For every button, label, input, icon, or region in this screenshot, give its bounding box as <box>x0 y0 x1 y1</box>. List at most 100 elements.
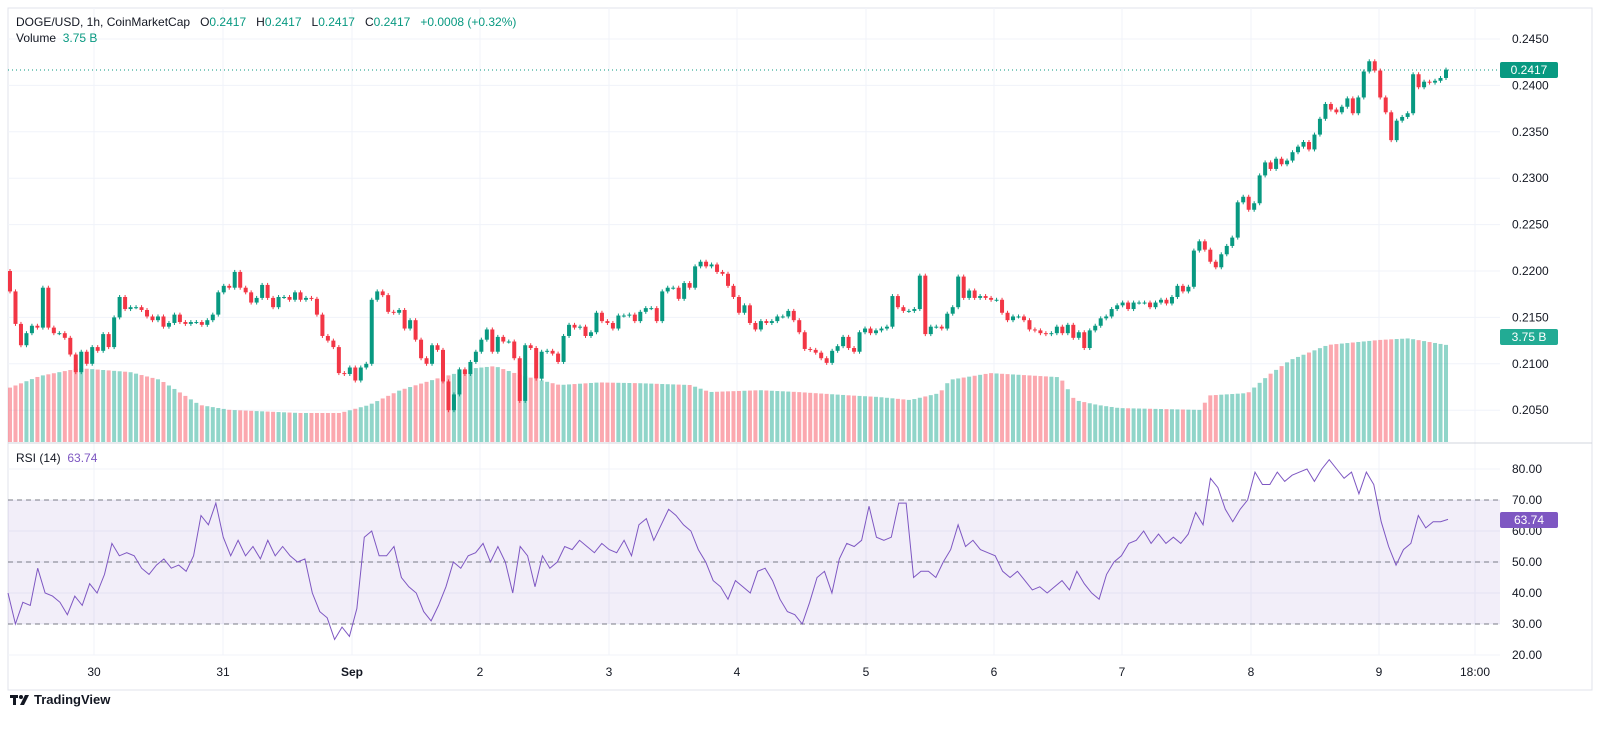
volume-bar <box>1197 409 1202 442</box>
volume-bar <box>1411 339 1416 442</box>
candle-body <box>857 332 862 352</box>
candle-body <box>1126 302 1131 310</box>
candle-body <box>687 283 692 288</box>
candle-body <box>287 296 292 300</box>
candle-body <box>134 307 139 309</box>
time-axis[interactable]: 30 31 Sep 2 3 4 5 6 7 8 9 18:00 <box>87 665 1490 679</box>
candle-body <box>802 332 807 349</box>
candle-body <box>1175 285 1180 297</box>
symbol-title[interactable]: DOGE/USD, 1h, CoinMarketCap <box>16 15 191 29</box>
candle-body <box>1350 98 1355 114</box>
candle-body <box>978 296 983 298</box>
candle-body <box>1383 97 1388 113</box>
time-tick-label: 6 <box>991 665 998 679</box>
volume-bar <box>1263 378 1268 442</box>
volume-bar <box>567 384 572 442</box>
candle-body <box>260 284 265 298</box>
volume-bar <box>62 371 67 442</box>
volume-bar <box>912 399 917 442</box>
time-tick-label: 5 <box>863 665 870 679</box>
volume-bar <box>736 390 741 442</box>
candle-body <box>210 314 215 321</box>
volume-bar <box>660 384 665 442</box>
volume-bar <box>331 412 336 442</box>
candle-body <box>830 350 835 363</box>
candle-body <box>13 291 18 324</box>
rsi-tick-label: 20.00 <box>1512 648 1542 662</box>
candle-body <box>386 295 391 312</box>
candle-body <box>254 297 259 303</box>
volume-bar <box>1115 407 1120 442</box>
candle-body <box>435 345 440 350</box>
high-value: 0.2417 <box>264 15 302 29</box>
candle-body <box>1120 302 1125 306</box>
candle-body <box>451 394 456 411</box>
volume-bar <box>698 388 703 442</box>
candle-body <box>769 321 774 323</box>
volume-bar <box>517 374 522 442</box>
candle-body <box>1372 61 1377 71</box>
candle-body <box>347 367 352 375</box>
time-tick-label: 9 <box>1376 665 1383 679</box>
volume-bar <box>8 387 12 442</box>
volume-bar <box>1230 394 1235 442</box>
volume-bar <box>1268 373 1273 442</box>
candle-body <box>303 297 308 300</box>
volume-bar <box>545 381 550 442</box>
volume-bar <box>134 373 139 442</box>
volume-bar <box>1279 366 1284 442</box>
volume-bar <box>747 390 752 442</box>
candle-body <box>1104 316 1109 319</box>
volume-bar <box>1350 342 1355 442</box>
candle-body <box>583 326 588 336</box>
candle-body <box>895 296 900 308</box>
candle-body <box>342 373 347 375</box>
volume-bar <box>983 373 988 442</box>
volume-bar <box>227 409 232 442</box>
candle-body <box>753 322 758 330</box>
price-axis[interactable]: 0.2050 0.2100 0.2150 0.2200 0.2250 0.2300 0.23… <box>1512 32 1549 417</box>
candle-body <box>1438 77 1443 81</box>
candle-body <box>550 350 555 354</box>
candle-body <box>128 307 133 310</box>
candle-body <box>424 358 429 364</box>
volume-bar <box>1301 354 1306 442</box>
time-tick-label: 31 <box>216 665 230 679</box>
candle-body <box>578 326 583 328</box>
candle-body <box>1109 309 1114 317</box>
candle-body <box>1186 286 1191 292</box>
rsi-tick-label: 50.00 <box>1512 555 1542 569</box>
candle-body <box>1148 302 1153 308</box>
candle-body <box>890 296 895 327</box>
volume-bar <box>1016 374 1021 442</box>
candle-body <box>873 330 878 334</box>
volume-bar <box>1328 344 1333 442</box>
candle-body <box>676 287 681 299</box>
candle-body <box>588 332 593 336</box>
candle-body <box>1268 162 1273 169</box>
tradingview-logo[interactable]: TradingView <box>10 692 110 707</box>
time-tick-label: 3 <box>606 665 613 679</box>
volume-bar <box>271 411 276 442</box>
candle-body <box>654 308 659 322</box>
rsi-title[interactable]: RSI (14) <box>16 451 61 465</box>
candle-body <box>46 287 51 328</box>
candle-body <box>819 352 824 359</box>
candle-body <box>961 276 966 298</box>
candle-body <box>1378 70 1383 98</box>
volume-bar <box>643 383 648 442</box>
price-tick-label: 0.2200 <box>1512 264 1549 278</box>
volume-bar <box>1290 359 1295 442</box>
candle-body <box>1317 118 1322 135</box>
volume-bar <box>649 383 654 442</box>
candle-body <box>1230 237 1235 246</box>
volume-bar <box>391 393 396 442</box>
volume-label[interactable]: Volume <box>16 31 57 45</box>
volume-bar <box>1427 342 1432 442</box>
candle-body <box>556 353 561 362</box>
time-tick-label: 18:00 <box>1460 665 1490 679</box>
candle-body <box>638 311 643 322</box>
volume-bar <box>1296 356 1301 442</box>
